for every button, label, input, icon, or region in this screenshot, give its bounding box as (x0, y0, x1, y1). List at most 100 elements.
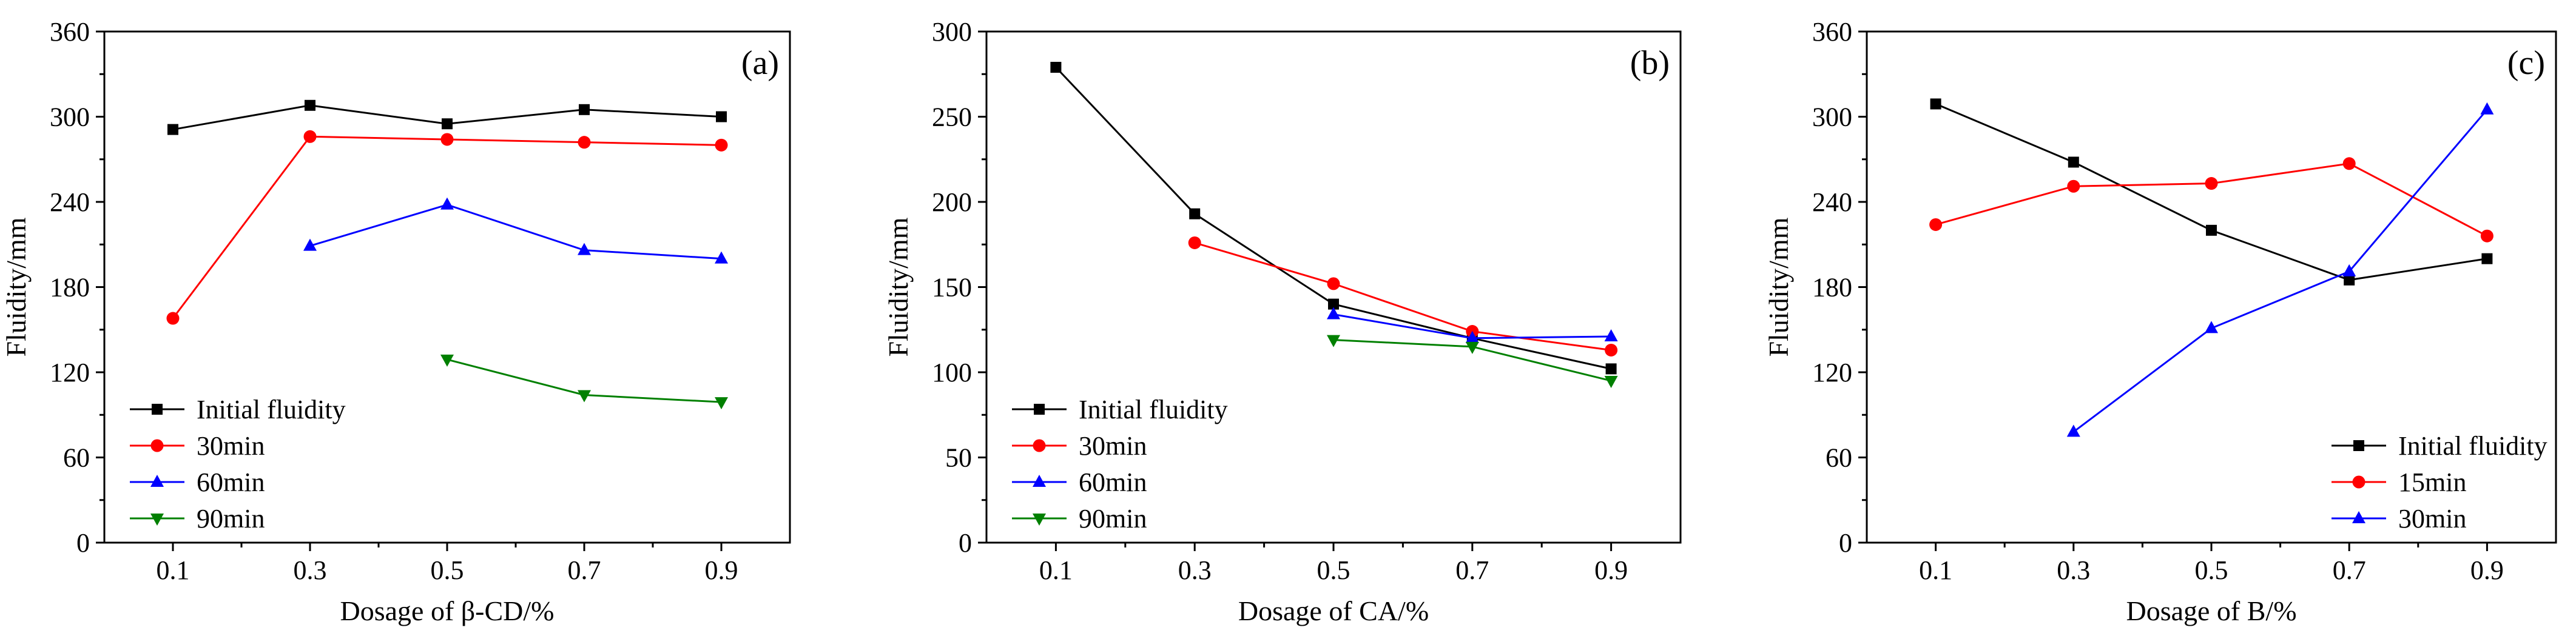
data-point (715, 138, 728, 152)
data-point (440, 197, 454, 210)
x-tick-label: 0.5 (2195, 555, 2228, 585)
legend-label: 90min (1079, 504, 1147, 534)
x-tick-label: 0.1 (1039, 555, 1073, 585)
x-tick-label: 0.7 (2333, 555, 2366, 585)
data-point (2067, 179, 2080, 193)
y-tick-label: 180 (1812, 273, 1852, 303)
y-tick-label: 300 (1812, 102, 1852, 132)
data-point (1327, 335, 1340, 347)
y-axis-label: Fluidity/mm (883, 217, 914, 356)
data-point (715, 251, 728, 264)
legend-marker (2353, 440, 2364, 451)
data-point (440, 133, 454, 146)
series-4 (440, 354, 728, 410)
data-point (2481, 253, 2493, 264)
legend-marker (1033, 439, 1046, 452)
data-point (578, 243, 591, 255)
data-point (2068, 156, 2079, 168)
y-tick-label: 0 (1839, 528, 1852, 558)
legend-label: 30min (2398, 504, 2466, 534)
legend-marker (1034, 404, 1045, 415)
data-point (440, 354, 454, 367)
y-tick-label: 360 (1812, 17, 1852, 47)
series-1 (167, 99, 727, 135)
x-axis-label: Dosage of B/% (2126, 595, 2296, 626)
x-tick-label: 0.7 (1455, 555, 1489, 585)
y-tick-label: 60 (63, 443, 90, 473)
legend-label: Initial fluidity (1079, 395, 1228, 424)
y-tick-label: 150 (932, 273, 972, 303)
legend-label: 90min (197, 504, 265, 534)
data-point (1465, 330, 1479, 343)
legend-item: 60min (130, 467, 265, 497)
series-1 (1930, 98, 2493, 286)
legend: Initial fluidity 30min 60min 90min (130, 395, 346, 534)
legend-label: 60min (1079, 467, 1147, 497)
x-tick-label: 0.3 (1178, 555, 1212, 585)
y-axis-label: Fluidity/mm (1, 217, 32, 356)
data-point (1327, 277, 1340, 290)
chart-panel-3: 0 60 120 180 240 300 360 0.1 0.3 0.5 0.7 0.9 Dosage … (1763, 17, 2557, 626)
legend-marker (1033, 514, 1046, 526)
panel-label: (c) (2507, 44, 2545, 82)
data-point (1604, 329, 1618, 341)
x-tick-label: 0.3 (294, 555, 327, 585)
series-3 (303, 197, 728, 264)
y-tick-label: 120 (1812, 358, 1852, 387)
y-tick-label: 360 (50, 17, 90, 47)
series-2 (166, 130, 728, 325)
legend-label: Initial fluidity (197, 395, 346, 424)
x-tick-label: 0.5 (431, 555, 464, 585)
x-axis-label: Dosage of β-CD/% (340, 595, 555, 626)
data-point (1327, 307, 1340, 320)
x-tick-label: 0.5 (1317, 555, 1350, 585)
series-3 (1327, 307, 1618, 343)
y-tick-label: 240 (50, 187, 90, 217)
data-point (2342, 264, 2356, 276)
x-tick-label: 0.3 (2057, 555, 2090, 585)
y-tick-label: 180 (50, 273, 90, 303)
legend-item: 90min (130, 504, 265, 534)
y-tick-label: 240 (1812, 187, 1852, 217)
chart-panel-2: 0 50 100 150 200 250 300 0.1 0.3 0.5 0.7 0.9 Dosage … (883, 17, 1682, 626)
series-line (1055, 66, 1611, 370)
legend-item: Initial fluidity (1012, 395, 1228, 424)
plot-frame (1866, 30, 2557, 544)
data-point (716, 111, 727, 122)
y-tick-label: 300 (50, 102, 90, 132)
data-point (1929, 218, 1943, 231)
data-point (1328, 298, 1339, 310)
panel-label: (a) (741, 44, 779, 82)
series-line (1194, 242, 1611, 351)
data-point (1605, 363, 1617, 375)
legend-marker (1033, 475, 1046, 487)
data-point (442, 118, 453, 130)
series-4 (1327, 335, 1618, 389)
data-point (303, 238, 317, 251)
chart-panel-1: 0 60 120 180 240 300 360 0.1 0.3 0.5 0.7 0.9 Dosage … (1, 17, 791, 626)
legend-marker (152, 404, 163, 415)
x-tick-label: 0.9 (705, 555, 738, 585)
legend-marker (2352, 475, 2365, 489)
legend-item: 30min (2332, 504, 2466, 534)
series-line (2072, 109, 2488, 433)
legend-marker (150, 475, 164, 487)
legend-item: 60min (1012, 467, 1147, 497)
legend-label: Initial fluidity (2398, 431, 2547, 461)
y-tick-label: 250 (932, 102, 972, 132)
y-tick-label: 50 (945, 443, 972, 473)
y-tick-label: 200 (932, 187, 972, 217)
legend: Initial fluidity 30min 60min 90min (1012, 395, 1228, 534)
panel-label: (b) (1630, 44, 1670, 82)
y-axis-label: Fluidity/mm (1763, 217, 1794, 356)
legend: Initial fluidity 15min 30min (2332, 431, 2547, 534)
x-tick-label: 0.1 (1919, 555, 1952, 585)
x-tick-label: 0.1 (157, 555, 190, 585)
series-line (172, 135, 722, 319)
data-point (2480, 102, 2494, 115)
data-point (1930, 98, 1941, 110)
legend-label: 30min (1079, 431, 1147, 461)
y-tick-label: 0 (76, 528, 90, 558)
data-point (2066, 424, 2080, 437)
